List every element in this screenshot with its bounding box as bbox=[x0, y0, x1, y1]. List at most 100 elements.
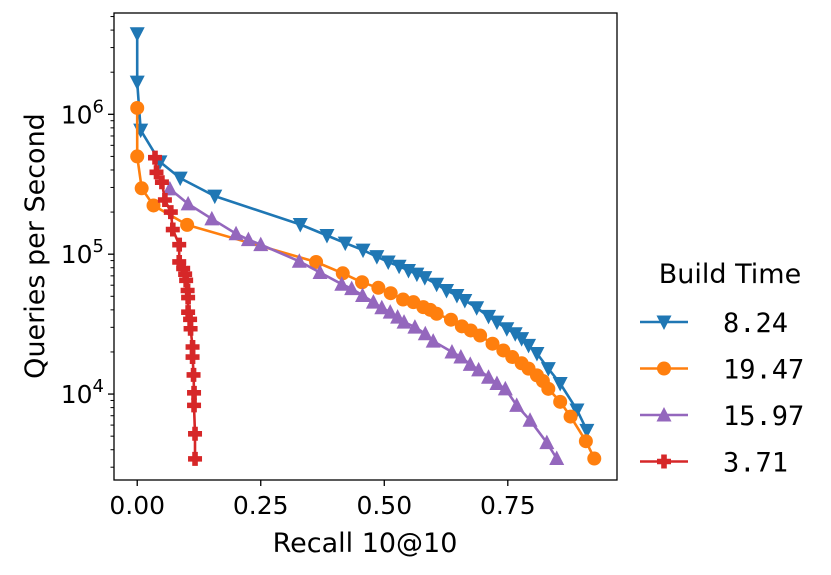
plot-area bbox=[129, 27, 602, 466]
data-point bbox=[382, 304, 398, 319]
data-point bbox=[462, 356, 478, 371]
data-point bbox=[188, 426, 203, 441]
legend-item: 19.47 bbox=[640, 355, 804, 386]
data-point bbox=[549, 450, 565, 466]
data-point bbox=[134, 181, 149, 196]
data-point bbox=[497, 380, 513, 396]
legend: Build Time 8.24 19.47 15.97 3.71 bbox=[640, 259, 804, 479]
data-point bbox=[569, 403, 585, 418]
x-axis: 0.00 0.25 0.50 0.75 bbox=[109, 480, 536, 520]
legend-item: 8.24 bbox=[640, 308, 788, 339]
data-point bbox=[207, 189, 223, 205]
data-point bbox=[587, 451, 602, 466]
data-point bbox=[188, 451, 203, 466]
legend-label: 19.47 bbox=[723, 355, 804, 386]
legend-item: 15.97 bbox=[640, 401, 804, 432]
data-point bbox=[521, 338, 537, 354]
data-point bbox=[481, 369, 497, 384]
data-point bbox=[529, 346, 545, 362]
x-tick-label: 0.00 bbox=[109, 491, 165, 520]
y-axis-label: Queries per Second bbox=[20, 113, 51, 379]
data-point bbox=[172, 171, 188, 187]
data-point bbox=[185, 339, 200, 354]
data-point bbox=[457, 293, 473, 309]
data-point bbox=[165, 222, 180, 237]
data-point bbox=[180, 195, 196, 211]
data-point bbox=[355, 243, 371, 259]
x-axis-label: Recall 10@10 bbox=[273, 528, 458, 559]
data-point bbox=[319, 229, 335, 244]
data-point bbox=[400, 263, 416, 279]
data-point bbox=[449, 288, 465, 304]
data-point bbox=[291, 253, 307, 268]
data-point bbox=[365, 294, 381, 309]
data-point bbox=[186, 367, 201, 382]
data-point bbox=[471, 361, 487, 377]
data-point bbox=[180, 283, 195, 298]
plot-frame bbox=[113, 12, 618, 481]
data-point bbox=[181, 290, 196, 305]
data-point bbox=[162, 180, 178, 196]
data-point bbox=[439, 284, 455, 299]
data-point bbox=[469, 301, 485, 316]
data-point bbox=[130, 100, 145, 115]
data-point bbox=[185, 350, 200, 365]
data-point bbox=[380, 255, 396, 270]
series-19-47 bbox=[130, 100, 602, 466]
y-tick-label: 106 bbox=[61, 96, 104, 129]
data-point bbox=[172, 254, 187, 269]
data-point bbox=[228, 225, 244, 241]
data-point bbox=[180, 217, 195, 232]
data-point bbox=[374, 299, 390, 315]
y-tick-label: 104 bbox=[61, 376, 104, 409]
data-point bbox=[335, 266, 350, 281]
data-point bbox=[240, 231, 256, 247]
data-point bbox=[473, 328, 488, 343]
legend-label: 3.71 bbox=[723, 448, 788, 479]
data-point bbox=[344, 280, 360, 296]
legend-marker bbox=[656, 315, 672, 330]
x-tick-label: 0.25 bbox=[233, 491, 289, 520]
data-point bbox=[204, 210, 220, 226]
x-tick-label: 0.50 bbox=[356, 491, 412, 520]
data-point bbox=[429, 277, 445, 293]
data-point bbox=[541, 381, 556, 396]
data-point bbox=[417, 325, 433, 341]
data-point bbox=[129, 75, 145, 91]
legend-title: Build Time bbox=[659, 259, 801, 290]
legend-marker bbox=[656, 407, 672, 422]
data-point bbox=[417, 271, 433, 286]
data-point bbox=[407, 319, 423, 334]
data-point bbox=[539, 434, 555, 450]
series-3-71 bbox=[148, 150, 203, 466]
data-point bbox=[183, 321, 198, 336]
legend-marker bbox=[657, 454, 671, 469]
data-point bbox=[552, 376, 568, 392]
data-point bbox=[187, 385, 202, 400]
data-point bbox=[334, 276, 350, 291]
data-point bbox=[130, 149, 145, 164]
data-point bbox=[396, 314, 412, 329]
data-point bbox=[157, 192, 172, 207]
data-point bbox=[429, 306, 444, 321]
x-tick-label: 0.75 bbox=[480, 491, 536, 520]
data-point bbox=[355, 275, 370, 290]
data-point bbox=[383, 286, 398, 301]
legend-label: 15.97 bbox=[723, 401, 804, 432]
data-point bbox=[337, 236, 353, 252]
data-point bbox=[183, 312, 198, 327]
data-point bbox=[146, 198, 161, 213]
series-8-24 bbox=[129, 27, 595, 439]
data-point bbox=[148, 150, 163, 165]
data-point bbox=[355, 287, 371, 302]
series-line bbox=[135, 33, 589, 431]
data-point bbox=[563, 409, 578, 424]
legend-label: 8.24 bbox=[723, 308, 788, 339]
data-point bbox=[292, 218, 308, 233]
data-point bbox=[312, 264, 328, 279]
data-point bbox=[253, 236, 269, 252]
data-point bbox=[499, 322, 515, 337]
data-point bbox=[509, 397, 525, 412]
data-point bbox=[489, 315, 505, 331]
